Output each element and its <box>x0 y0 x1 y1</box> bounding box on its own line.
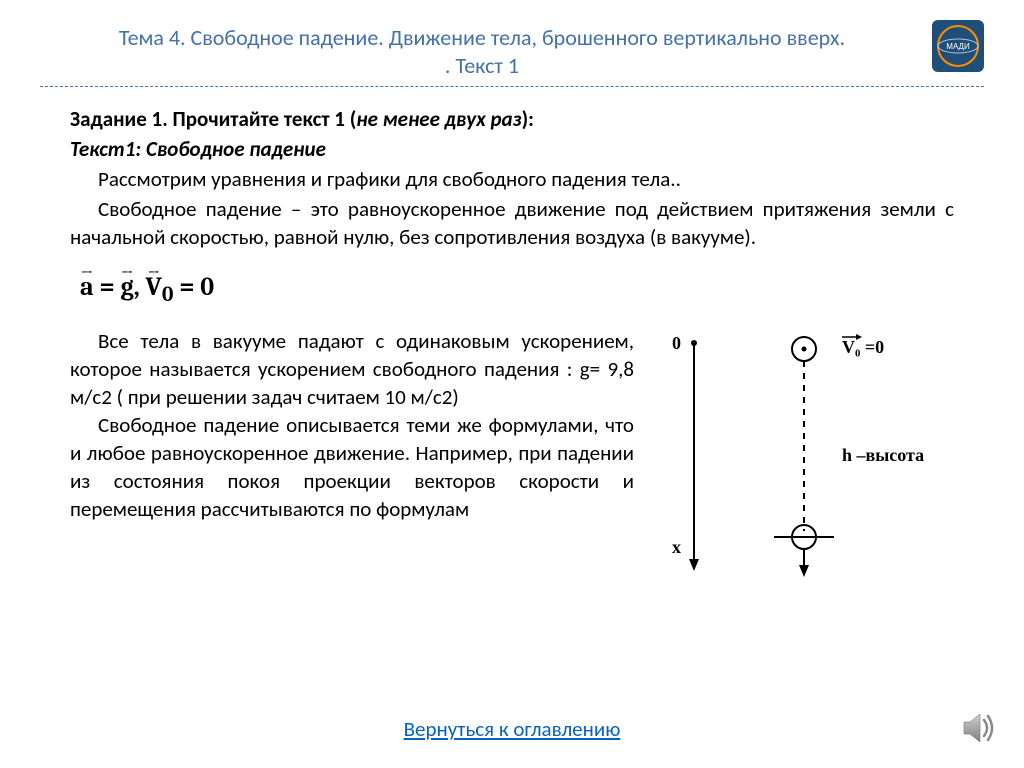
formula: a = g, V0 = 0 <box>70 253 954 327</box>
slide: Тема 4. Свободное падение. Движение тела… <box>0 0 1024 768</box>
task-instr1: . Прочитайте текст 1 ( <box>162 106 356 132</box>
task-instr-end: ): <box>522 106 534 132</box>
text-title: Текст1: Свободное падение <box>70 135 954 163</box>
para2: Свободное падение – это равноускоренное … <box>70 195 954 251</box>
task-instr-italic: не менее двух раз <box>356 106 521 132</box>
divider <box>40 86 984 87</box>
svg-text:x: x <box>672 537 681 557</box>
vec-g: g <box>121 273 134 301</box>
logo-icon: МАДИ <box>934 22 982 70</box>
title-line2: . Текст 1 <box>445 52 519 79</box>
para3b: Свободное падение описывается теми же фо… <box>70 411 634 523</box>
slide-title: Тема 4. Свободное падение. Движение тела… <box>40 20 924 80</box>
svg-text:МАДИ: МАДИ <box>946 42 970 51</box>
para3a: Все тела в вакууме падают с одинаковым у… <box>70 327 634 411</box>
body: Задание 1. Прочитайте текст 1 (не менее … <box>40 105 984 588</box>
task-label: Задание 1 <box>70 106 162 132</box>
speaker-icon[interactable] <box>958 708 998 748</box>
svg-text:V₀ =0: V₀ =0 <box>842 337 884 357</box>
title-line1: Тема 4. Свободное падение. Движение тела… <box>119 24 845 51</box>
header: Тема 4. Свободное падение. Движение тела… <box>40 20 984 80</box>
freefall-diagram-svg: 0 x V₀ =0 h –высота <box>644 331 954 581</box>
svg-text:0: 0 <box>672 333 681 353</box>
back-to-toc-link[interactable]: Вернуться к оглавлению <box>404 716 621 742</box>
vec-a: a <box>80 273 94 301</box>
logo-badge: МАДИ <box>932 20 984 72</box>
task-line: Задание 1. Прочитайте текст 1 (не менее … <box>70 105 954 133</box>
footer: Вернуться к оглавлению <box>0 716 1024 742</box>
para1: Рассмотрим уравнения и графики для свобо… <box>70 165 954 193</box>
two-col: Все тела в вакууме падают с одинаковым у… <box>70 327 954 588</box>
svg-text:h –высота: h –высота <box>842 445 924 465</box>
left-column: Все тела в вакууме падают с одинаковым у… <box>70 327 634 588</box>
diagram: 0 x V₀ =0 h –высота <box>644 327 954 588</box>
vec-v0: V <box>145 273 161 301</box>
